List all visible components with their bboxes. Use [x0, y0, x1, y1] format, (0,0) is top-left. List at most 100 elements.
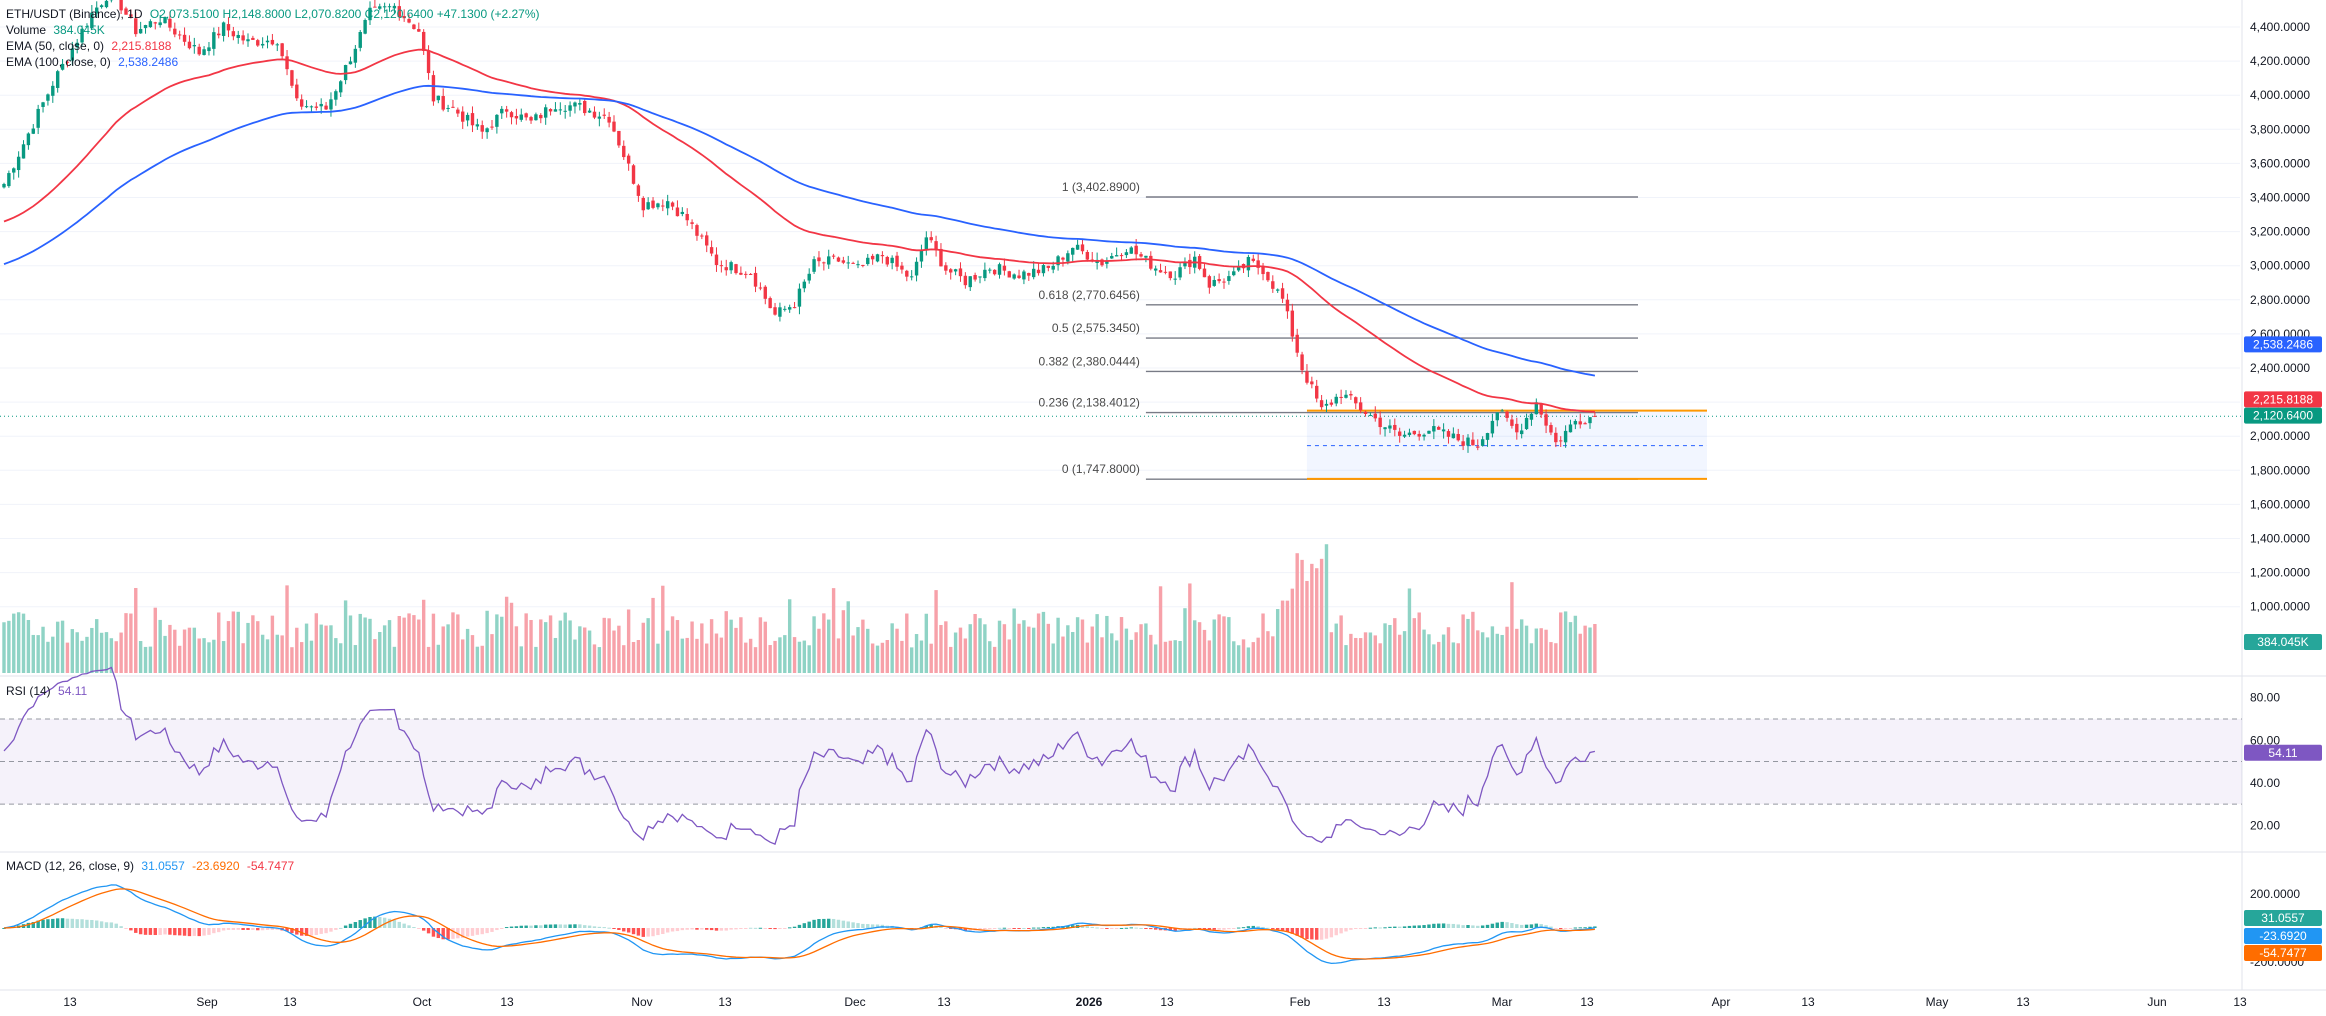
volume-bar	[402, 617, 406, 673]
candle-body	[363, 19, 367, 34]
time-axis-label: Feb	[1290, 995, 1311, 1009]
macd-hist-bar	[31, 922, 35, 928]
candle-body	[856, 264, 860, 266]
ohlc-values: O2,073.5100 H2,148.8000 L2,070.8200 C2,1…	[149, 7, 540, 21]
candle-body	[295, 84, 299, 99]
candle-body	[953, 269, 958, 272]
macd-hist-bar	[1485, 924, 1490, 928]
volume-bar	[148, 646, 153, 673]
volume-bar	[1529, 643, 1534, 673]
macd-hist-bar	[988, 928, 992, 929]
macd-hist-bar	[978, 928, 982, 931]
volume-bar	[1158, 586, 1163, 673]
candle-body	[900, 265, 904, 270]
candle-body	[1490, 420, 1495, 434]
macd-hist-bar	[90, 919, 94, 928]
candle-body	[421, 31, 426, 51]
macd-hist-bar	[680, 928, 685, 931]
candle-body	[431, 75, 436, 102]
ema50-label: EMA (50, close, 0)	[6, 39, 105, 53]
macd-hist-bar	[519, 925, 523, 928]
macd-hist-bar	[119, 926, 123, 928]
candle-body	[924, 237, 929, 250]
macd-hist-bar	[1422, 925, 1426, 928]
volume-bar	[929, 643, 933, 673]
macd-hist-bar	[99, 921, 104, 928]
candle-body	[1183, 261, 1187, 267]
candle-body	[568, 105, 572, 111]
fib-level-label: 0.382 (2,380.0444)	[1038, 354, 1139, 368]
candle-body	[1285, 299, 1290, 312]
macd-hist-bar	[846, 921, 850, 928]
volume-bar	[1280, 600, 1285, 673]
macd-hist-bar	[856, 923, 860, 928]
volume-bar	[1119, 617, 1124, 673]
macd-hist-bar	[1480, 925, 1485, 928]
macd-hist-bar	[646, 928, 650, 937]
macd-hist-bar	[1505, 922, 1509, 928]
candle-body	[417, 29, 421, 32]
candle-body	[583, 100, 587, 114]
volume-row[interactable]: Volume 384.045K	[6, 22, 543, 38]
price-badge-bg	[2244, 407, 2322, 424]
candle-body	[187, 41, 192, 49]
ema50-row[interactable]: EMA (50, close, 0) 2,215.8188	[6, 38, 543, 54]
price-axis-label: 1,800.0000	[2250, 463, 2310, 477]
volume-bar	[99, 632, 104, 673]
candle-body	[651, 200, 655, 208]
macd-hist-bar	[1110, 928, 1114, 929]
candle-body	[163, 16, 167, 24]
macd-hist-bar	[1251, 925, 1255, 928]
candle-body	[446, 107, 450, 109]
volume-bar	[578, 626, 582, 673]
volume-bar	[1344, 645, 1348, 673]
candle-body	[822, 262, 826, 264]
volume-bar	[1519, 619, 1524, 673]
macd-hist-bar	[661, 928, 665, 935]
volume-bar	[251, 615, 255, 673]
macd-legend[interactable]: MACD (12, 26, close, 9) 31.0557 -23.6920…	[6, 858, 298, 874]
volume-bar	[919, 640, 924, 673]
volume-bar	[221, 641, 226, 673]
macd-hist-bar	[226, 928, 231, 930]
volume-bar	[480, 645, 484, 673]
symbol-row[interactable]: ETH/USDT (Binance), 1D O2,073.5100 H2,14…	[6, 6, 543, 22]
candle-body	[1022, 271, 1026, 280]
candle-body	[1358, 402, 1363, 411]
price-badges: 2,538.2486 2,215.8188 2,120.6400 384.045K 54…	[2244, 336, 2322, 961]
macd-hist-bar	[343, 925, 348, 928]
candle-body	[1578, 421, 1582, 425]
ema100-badge: 2,538.2486	[2253, 337, 2313, 351]
volume-bar	[1285, 600, 1290, 673]
rsi-line	[3, 666, 1596, 845]
macd-hist-bar	[1105, 928, 1109, 929]
volume-bar	[431, 613, 436, 673]
candle-body	[1114, 255, 1119, 257]
candle-body	[280, 43, 284, 57]
volume-bar	[827, 619, 831, 673]
candle-body	[739, 272, 743, 275]
rsi-legend[interactable]: RSI (14) 54.11	[6, 683, 91, 699]
macd-hist-bar	[509, 926, 514, 928]
candle-body	[197, 46, 201, 55]
macd-hist-bar	[304, 928, 309, 936]
macd-hist-bar	[705, 928, 709, 930]
volume-bar	[1056, 617, 1060, 673]
symbol-title: ETH/USDT (Binance), 1D	[6, 7, 143, 21]
candle-body	[719, 265, 724, 267]
time-axis-label: 13	[1160, 995, 1174, 1009]
volume-bar	[973, 613, 977, 673]
candle-body	[143, 25, 148, 29]
candle-body	[1402, 434, 1407, 437]
candle-body	[1007, 271, 1011, 278]
volume-bar	[1515, 628, 1519, 673]
volume-bar	[792, 637, 797, 673]
ema100-row[interactable]: EMA (100, close, 0) 2,538.2486	[6, 54, 543, 70]
ema50-line	[3, 48, 1595, 413]
macd-badge: 31.0557	[2261, 911, 2305, 925]
volume-bar	[1422, 629, 1426, 673]
macd-hist-bar	[539, 925, 543, 928]
volume-bar	[197, 638, 201, 673]
volume-bar	[597, 647, 602, 673]
